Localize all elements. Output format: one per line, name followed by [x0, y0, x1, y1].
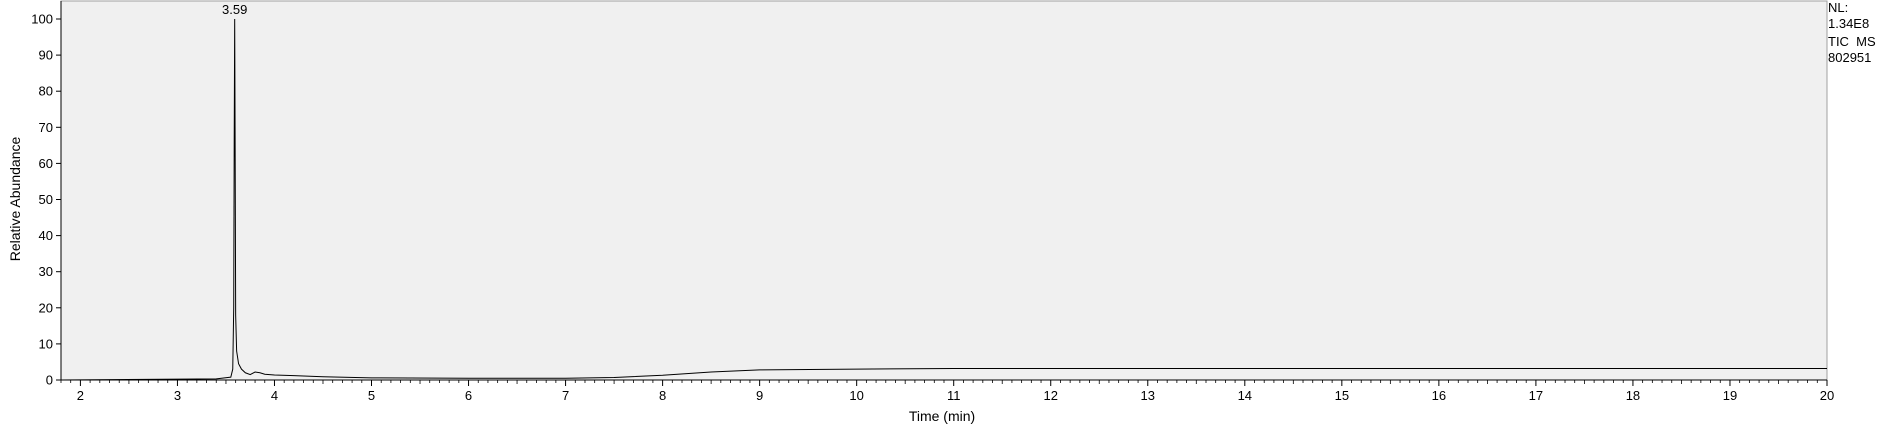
- nl-label: NL:: [1828, 0, 1849, 15]
- x-tick-label: 12: [1044, 388, 1058, 403]
- x-tick-label: 10: [849, 388, 863, 403]
- y-tick-label: 100: [31, 12, 53, 27]
- x-tick-label: 13: [1141, 388, 1155, 403]
- x-tick-label: 16: [1432, 388, 1446, 403]
- y-tick-label: 80: [39, 84, 53, 99]
- x-tick-label: 8: [659, 388, 666, 403]
- x-tick-label: 14: [1238, 388, 1252, 403]
- y-tick-label: 50: [39, 192, 53, 207]
- peak-label: 3.59: [222, 2, 247, 17]
- nl-value: 1.34E8: [1828, 16, 1870, 31]
- x-tick-label: 17: [1529, 388, 1543, 403]
- x-axis-minor-ticks: [60, 380, 1818, 384]
- y-tick-label: 90: [39, 48, 53, 63]
- y-axis-ticks: 0 10 20 30 40 50 60 70 80 90 100: [31, 12, 61, 388]
- x-tick-label: 18: [1626, 388, 1640, 403]
- y-tick-label: 30: [39, 264, 53, 279]
- x-tick-label: 2: [77, 388, 84, 403]
- x-tick-label: 20: [1820, 388, 1834, 403]
- y-tick-label: 40: [39, 228, 53, 243]
- x-tick-label: 3: [174, 388, 181, 403]
- y-tick-label: 60: [39, 156, 53, 171]
- x-tick-label: 6: [465, 388, 472, 403]
- y-axis-title: Relative Abundance: [7, 137, 23, 262]
- y-tick-label: 10: [39, 336, 53, 351]
- x-tick-label: 9: [756, 388, 763, 403]
- sample-id: 802951: [1828, 50, 1872, 65]
- plot-area: [60, 0, 1828, 381]
- x-axis-title: Time (min): [909, 408, 975, 424]
- x-tick-label: 7: [562, 388, 569, 403]
- trace-type: TIC MS: [1828, 34, 1876, 49]
- x-tick-label: 15: [1335, 388, 1349, 403]
- tic-trace-line: [60, 18, 1827, 381]
- x-axis-ticks: 2 3 4 5 6 7 8 9 10 11 12 13 14 15 16 17 18 19 20: [77, 380, 1834, 403]
- x-tick-label: 4: [271, 388, 278, 403]
- y-tick-label: 70: [39, 120, 53, 135]
- x-tick-label: 19: [1723, 388, 1737, 403]
- y-tick-label: 0: [46, 373, 53, 388]
- y-tick-label: 20: [39, 300, 53, 315]
- x-tick-label: 5: [368, 388, 375, 403]
- x-tick-label: 11: [947, 388, 961, 403]
